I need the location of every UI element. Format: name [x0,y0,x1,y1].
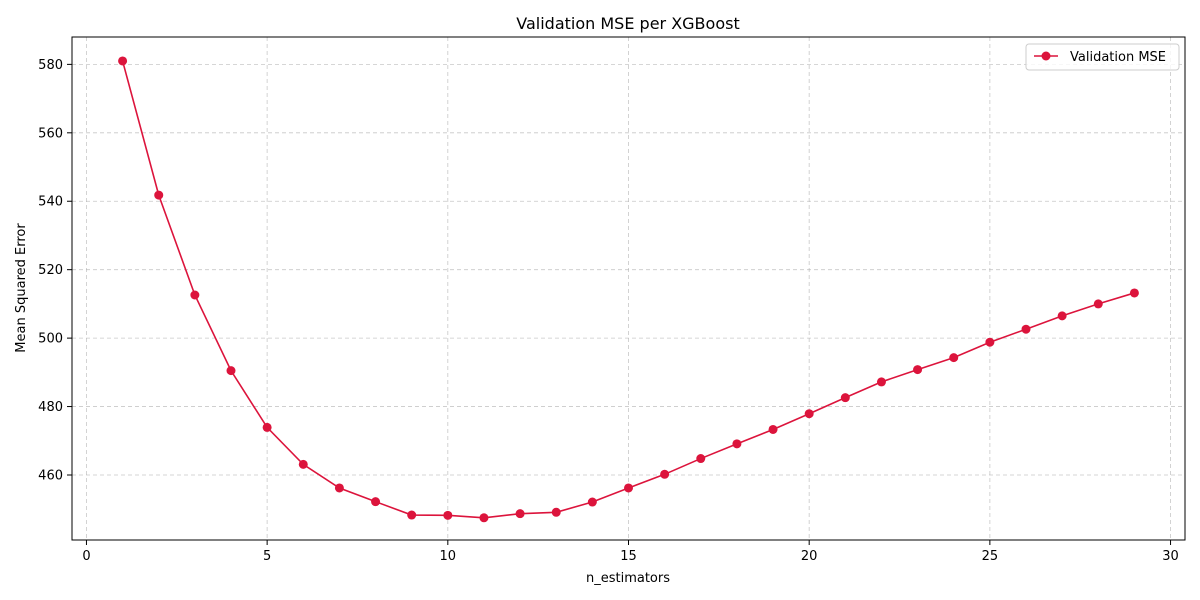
data-point [551,507,561,517]
legend: Validation MSE [1025,43,1180,71]
data-point [1129,288,1139,298]
x-tick-label: 25 [982,549,999,564]
data-point [587,497,597,507]
x-tick-label: 20 [801,549,818,564]
y-tick-label: 460 [38,468,63,483]
data-point [118,56,128,66]
x-axis-label: n_estimators [586,571,670,586]
x-axis: 0 5 10 15 20 25 30 [82,540,1179,564]
x-tick-label: 10 [440,549,457,564]
data-point [515,509,525,519]
legend-box [1025,43,1180,71]
data-point [334,483,344,493]
data-point [407,510,417,520]
data-point [840,393,850,403]
data-point [371,497,381,507]
y-tick-label: 500 [38,332,63,347]
data-point [985,337,995,347]
y-tick-label: 560 [38,126,63,141]
y-tick-label: 480 [38,400,63,415]
y-tick-label: 520 [38,263,63,278]
y-axis-label: Mean Squared Error [14,223,29,353]
data-point [660,469,670,479]
plot-background [72,37,1185,540]
x-tick-label: 15 [620,549,637,564]
legend-marker-sample [1041,51,1051,61]
data-point [732,439,742,449]
data-point [624,483,633,493]
chart-title: Validation MSE per XGBoost [516,14,739,33]
data-point [913,365,923,375]
data-point [1093,299,1103,309]
series-group [118,56,1139,523]
data-point [949,353,959,363]
data-point [804,409,814,419]
data-point [696,454,706,464]
data-point [1057,311,1067,321]
grid [72,37,1185,540]
data-point [262,422,272,432]
data-point [190,290,200,300]
y-tick-label: 580 [38,58,63,73]
data-point [154,190,164,200]
data-point [1021,324,1031,334]
y-tick-label: 540 [38,195,63,210]
data-point [479,513,489,523]
data-point [768,424,778,434]
data-point [876,377,886,387]
x-tick-label: 30 [1162,549,1179,564]
x-tick-label: 5 [263,549,271,564]
legend-label: Validation MSE [1070,50,1166,65]
data-point [298,459,308,469]
data-point [226,366,236,376]
y-axis: 460 480 500 520 540 560 580 [38,58,72,483]
x-tick-label: 0 [82,549,90,564]
data-point [443,510,453,520]
